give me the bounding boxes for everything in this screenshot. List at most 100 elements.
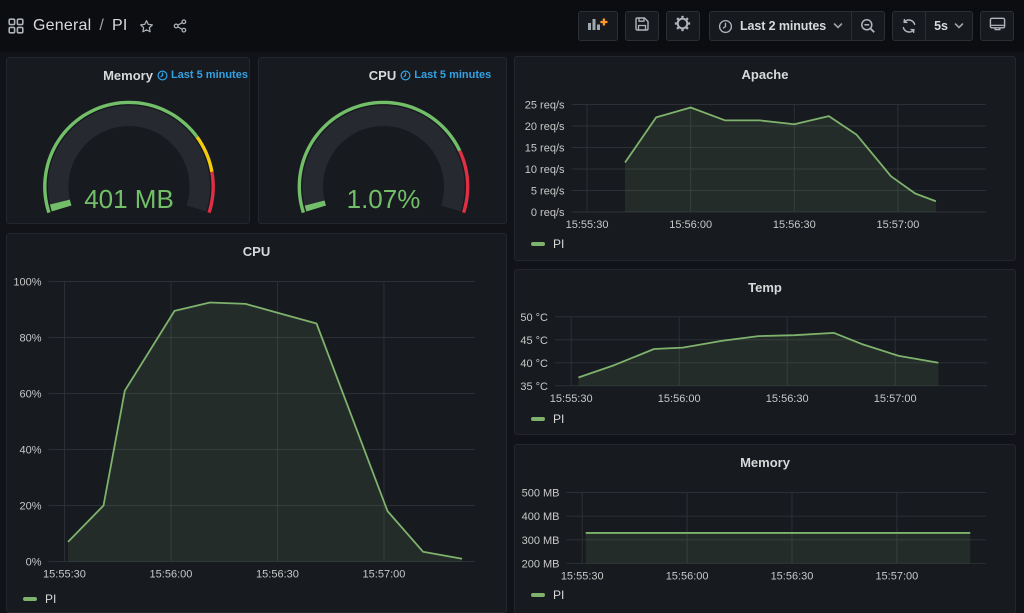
panel-cpu-graph: CPU 100% 80% 60% 40% 20% 0% 15:55:30 15:56:00 15… bbox=[6, 233, 507, 613]
legend-label[interactable]: PI bbox=[553, 412, 565, 426]
tv-monitor-icon bbox=[989, 16, 1006, 37]
temp-chart: 50 °C 45 °C 40 °C 35 °C15:55:30 15:56:00 15:5… bbox=[520, 312, 987, 405]
zoom-out-icon bbox=[860, 18, 876, 34]
svg-text:15:57:00: 15:57:00 bbox=[363, 569, 406, 581]
cpu-chart: 100% 80% 60% 40% 20% 0%15:55:30 15:56:00 15:56:… bbox=[13, 277, 475, 581]
svg-text:500 MB: 500 MB bbox=[522, 488, 560, 500]
navbar-toolbar: Last 2 minutes bbox=[571, 11, 1024, 41]
svg-text:45 °C: 45 °C bbox=[520, 335, 548, 347]
svg-text:1.07%: 1.07% bbox=[347, 184, 421, 214]
panel-header[interactable]: Memory bbox=[515, 445, 1015, 473]
gauge-memory: 401 MB bbox=[43, 100, 215, 214]
panel-time-info: Last 5 minutes bbox=[400, 63, 491, 81]
svg-text:15 req/s: 15 req/s bbox=[525, 143, 565, 155]
clock-icon bbox=[718, 19, 733, 34]
panel-title[interactable]: Apache bbox=[741, 66, 789, 82]
svg-text:300 MB: 300 MB bbox=[522, 535, 560, 547]
breadcrumb-dashboard[interactable]: PI bbox=[111, 17, 128, 34]
zoom-out-button[interactable] bbox=[851, 12, 884, 40]
panel-title[interactable]: Memory bbox=[103, 67, 153, 83]
legend: PI bbox=[531, 588, 564, 602]
svg-text:15:56:30: 15:56:30 bbox=[766, 393, 809, 405]
chevron-down-icon bbox=[833, 22, 843, 30]
panel-gauge-memory: Memory Last 5 minutes 401 MB bbox=[6, 57, 250, 224]
panel-temp: Temp 50 °C 45 °C 40 °C 35 °C 15:55:30 15:56:0… bbox=[514, 269, 1016, 435]
breadcrumb-separator: / bbox=[99, 17, 104, 34]
panel-memory-graph: Memory 500 MB 400 MB 300 MB 200 MB 15:55:30 1… bbox=[514, 444, 1016, 613]
settings-gear-icon bbox=[674, 15, 691, 37]
svg-text:15:57:00: 15:57:00 bbox=[875, 570, 918, 582]
svg-text:200 MB: 200 MB bbox=[522, 558, 560, 570]
save-icon bbox=[634, 16, 650, 37]
svg-text:15:55:30: 15:55:30 bbox=[566, 219, 609, 231]
time-picker-button[interactable]: Last 2 minutes bbox=[710, 12, 851, 40]
add-panel-button[interactable] bbox=[577, 11, 618, 41]
svg-text:35 °C: 35 °C bbox=[520, 381, 548, 393]
legend: PI bbox=[531, 412, 564, 426]
legend-swatch bbox=[531, 242, 545, 246]
refresh-interval-label: 5s bbox=[934, 19, 948, 33]
svg-text:15:55:30: 15:55:30 bbox=[550, 393, 593, 405]
svg-text:20%: 20% bbox=[19, 501, 41, 513]
svg-text:20 req/s: 20 req/s bbox=[525, 121, 565, 133]
svg-text:80%: 80% bbox=[19, 333, 41, 345]
legend: PI bbox=[531, 237, 564, 251]
panel-title[interactable]: Memory bbox=[740, 454, 790, 470]
dashboard-settings-button[interactable] bbox=[665, 11, 700, 41]
breadcrumb-folder[interactable]: General bbox=[33, 17, 92, 34]
legend-label[interactable]: PI bbox=[45, 592, 57, 606]
svg-text:401 MB: 401 MB bbox=[84, 184, 174, 214]
svg-text:50 °C: 50 °C bbox=[520, 312, 548, 324]
legend-swatch bbox=[23, 597, 37, 601]
time-range-label: Last 2 minutes bbox=[739, 19, 827, 33]
share-icon[interactable] bbox=[173, 19, 187, 33]
clock-icon bbox=[400, 69, 411, 81]
navbar: General / PI bbox=[0, 0, 1024, 52]
svg-text:400 MB: 400 MB bbox=[522, 511, 560, 523]
star-icon[interactable] bbox=[139, 19, 154, 34]
apps-grid-icon[interactable] bbox=[8, 18, 24, 34]
legend-label[interactable]: PI bbox=[553, 588, 565, 602]
panel-title[interactable]: Temp bbox=[748, 279, 782, 295]
panel-apache: Apache 25 req/s 20 req/s 15 req/s 10 req/s 5… bbox=[514, 56, 1016, 261]
panel-header[interactable]: Temp bbox=[515, 270, 1015, 298]
svg-text:15:56:00: 15:56:00 bbox=[669, 219, 712, 231]
cycle-view-mode-button[interactable] bbox=[980, 11, 1014, 41]
chevron-down-icon bbox=[954, 22, 964, 30]
panel-title[interactable]: CPU bbox=[242, 243, 271, 259]
panel-header[interactable]: CPU bbox=[7, 234, 506, 262]
legend-label[interactable]: PI bbox=[553, 237, 565, 251]
svg-text:40%: 40% bbox=[19, 445, 41, 457]
panel-header[interactable]: Memory Last 5 minutes bbox=[7, 58, 249, 86]
svg-text:15:57:00: 15:57:00 bbox=[877, 219, 920, 231]
panel-time-info: Last 5 minutes bbox=[157, 63, 248, 81]
svg-text:10 req/s: 10 req/s bbox=[525, 164, 565, 176]
svg-text:15:55:30: 15:55:30 bbox=[43, 569, 86, 581]
svg-text:0%: 0% bbox=[26, 557, 42, 569]
panel-header[interactable]: CPU Last 5 minutes bbox=[259, 58, 506, 86]
legend-swatch bbox=[531, 417, 545, 421]
legend-swatch bbox=[531, 593, 545, 597]
svg-text:15:56:00: 15:56:00 bbox=[666, 570, 709, 582]
save-dashboard-button[interactable] bbox=[624, 11, 659, 41]
svg-text:15:56:00: 15:56:00 bbox=[150, 569, 193, 581]
svg-text:15:55:30: 15:55:30 bbox=[561, 570, 604, 582]
refresh-icon bbox=[901, 18, 917, 34]
refresh-interval-button[interactable]: 5s bbox=[925, 12, 972, 40]
svg-text:0 req/s: 0 req/s bbox=[531, 207, 565, 219]
gauge-cpu: 1.07% bbox=[297, 100, 470, 214]
panel-gauge-cpu: CPU Last 5 minutes 1.07% bbox=[258, 57, 507, 224]
svg-text:15:56:00: 15:56:00 bbox=[658, 393, 701, 405]
panel-title[interactable]: CPU bbox=[368, 67, 397, 83]
svg-text:5 req/s: 5 req/s bbox=[531, 186, 565, 198]
svg-text:15:56:30: 15:56:30 bbox=[256, 569, 299, 581]
refresh-button[interactable] bbox=[893, 12, 925, 40]
breadcrumb: General / PI bbox=[33, 17, 128, 35]
svg-text:15:57:00: 15:57:00 bbox=[874, 393, 917, 405]
svg-text:100%: 100% bbox=[13, 277, 41, 289]
svg-text:25 req/s: 25 req/s bbox=[525, 100, 565, 112]
panel-header[interactable]: Apache bbox=[515, 57, 1015, 85]
add-panel-icon bbox=[587, 16, 608, 37]
svg-text:15:56:30: 15:56:30 bbox=[773, 219, 816, 231]
